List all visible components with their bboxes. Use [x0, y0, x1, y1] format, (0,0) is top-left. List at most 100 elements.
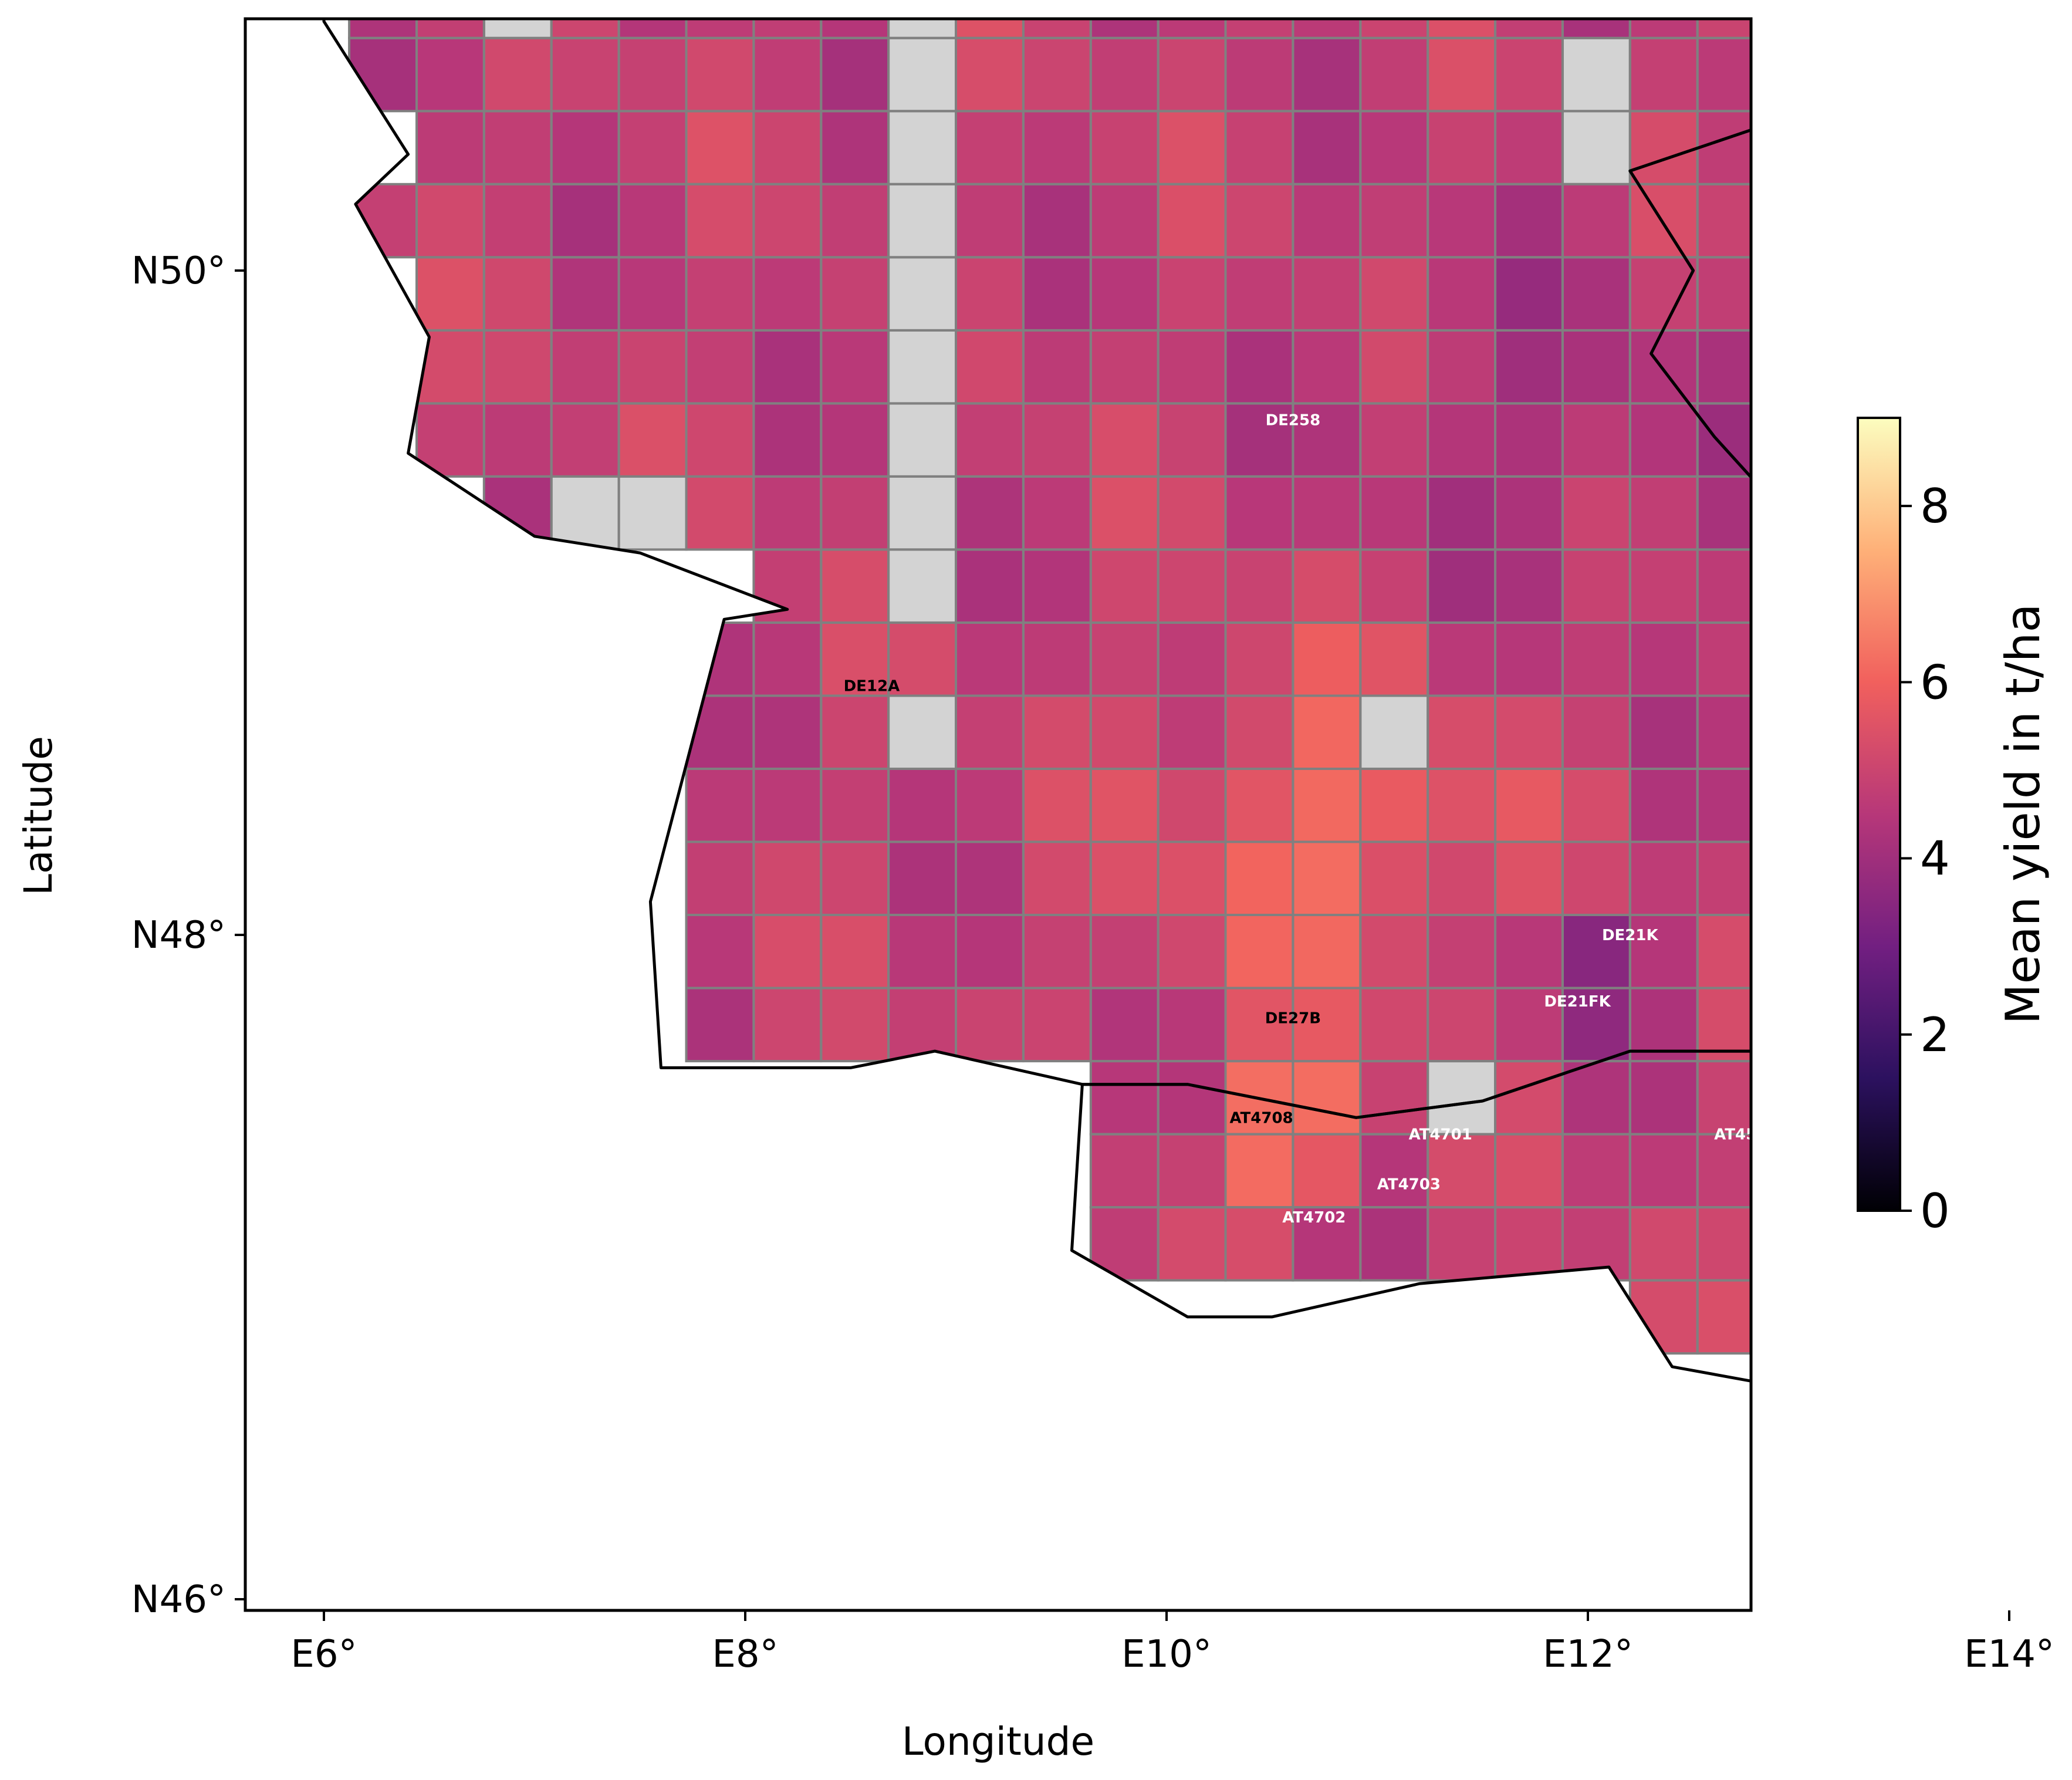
region-cell	[1428, 257, 1496, 331]
region-cell	[1158, 330, 1226, 404]
region-cell	[888, 257, 956, 331]
region-boundary	[1832, 0, 1899, 38]
region-cell	[1697, 1280, 1751, 1355]
region-boundary	[1967, 330, 2034, 404]
region-cell	[1765, 623, 1833, 697]
region-cell	[1495, 842, 1563, 916]
x-tick-label: E10°	[1121, 1633, 1212, 1676]
region-cell	[1428, 19, 1496, 39]
region-cell	[956, 695, 1024, 769]
region-label: AT4708	[1229, 1109, 1293, 1127]
region-cell	[1023, 111, 1091, 185]
region-cell	[1158, 476, 1226, 550]
region-cell	[1293, 1061, 1361, 1135]
region-cell	[1495, 476, 1563, 550]
country-borders	[322, 19, 1751, 1383]
region-cell	[1630, 915, 1698, 989]
region-cell	[2034, 477, 2072, 550]
region-cell	[1293, 330, 1361, 404]
region-cell	[1967, 1353, 2035, 1427]
region-cell	[1495, 38, 1563, 112]
region-cell	[1360, 38, 1429, 112]
region-cell	[753, 403, 822, 477]
region-boundary	[1561, 19, 1631, 39]
region-cell	[821, 915, 890, 989]
x-tick-label: E8°	[712, 1633, 778, 1676]
region-cell	[956, 111, 1024, 185]
x-tick-label: E14°	[1964, 1633, 2054, 1676]
region-cell	[956, 403, 1024, 477]
region-cell	[1090, 549, 1159, 623]
region-cell	[821, 330, 890, 404]
region-label: DE21K	[1602, 927, 1659, 944]
region-cell	[1899, 1061, 1968, 1135]
region-boundary	[415, 19, 485, 39]
region-cell	[2034, 1353, 2072, 1427]
region-boundary	[1967, 184, 2034, 258]
region-cell	[956, 623, 1024, 697]
region-cell	[1225, 184, 1294, 258]
region-cell	[1562, 19, 1631, 39]
region-labels: DE94CDEA1FDE405DE40ADE40EDE40HDE406DE40G…	[844, 412, 1777, 1227]
region-cell	[551, 111, 620, 185]
region-cell	[1697, 476, 1751, 550]
region-cell	[1562, 988, 1631, 1062]
region-boundary	[1899, 184, 1967, 258]
region-cell	[1765, 1207, 1833, 1281]
region-boundary	[1899, 1281, 1967, 1354]
region-cell	[1495, 549, 1563, 623]
region-cell	[1697, 915, 1751, 989]
region-cell	[753, 769, 822, 843]
region-boundary	[1765, 1061, 1833, 1134]
region-cell	[2034, 403, 2072, 477]
region-cell	[1090, 1134, 1159, 1208]
map-layer: DE94CDEA1FDE405DE40ADE40EDE40HDE406DE40G…	[322, 0, 2072, 1427]
region-boundary	[1359, 19, 1429, 39]
colorbar-tick-label: 8	[1920, 479, 1950, 533]
region-cell	[1630, 19, 1698, 39]
region-cell	[1428, 38, 1496, 112]
region-cell	[1832, 0, 1900, 39]
region-cell	[417, 38, 485, 112]
region-cell	[1697, 1061, 1751, 1135]
region-cell	[1765, 111, 1833, 184]
region-boundary	[1967, 1061, 2034, 1134]
region-cell	[1967, 403, 2035, 477]
region-cell	[1899, 38, 1968, 112]
region-cell	[1293, 257, 1361, 331]
region-boundary	[1899, 0, 1967, 38]
region-cell	[551, 19, 620, 39]
region-cell	[1562, 842, 1631, 916]
region-cell	[753, 988, 822, 1062]
region-cell	[1225, 695, 1294, 769]
region-boundary	[1765, 549, 1833, 623]
region-cell	[1293, 1207, 1361, 1281]
region-cell	[1562, 330, 1631, 404]
region-cell	[1360, 1134, 1429, 1208]
region-cell	[551, 476, 620, 550]
region-boundary	[1765, 915, 1833, 988]
region-cell	[1158, 111, 1226, 185]
region-cell	[1428, 476, 1496, 550]
region-cell	[1495, 623, 1563, 697]
region-cell	[686, 476, 755, 550]
region-cell	[1023, 769, 1091, 843]
region-boundary	[1967, 1134, 2034, 1208]
region-label: AT4506	[1714, 1126, 1777, 1144]
region-cell	[1090, 330, 1159, 404]
region-cell	[1225, 988, 1294, 1062]
colorbar-tick-label: 4	[1920, 832, 1950, 886]
region-boundary	[2034, 403, 2072, 477]
region-cell	[1023, 403, 1091, 477]
region-cell	[888, 19, 956, 39]
region-cell	[1360, 403, 1429, 477]
region-boundary	[1832, 1353, 1899, 1427]
y-tick-label: N50°	[131, 249, 226, 293]
region-cell	[1697, 549, 1751, 623]
region-cell	[1562, 623, 1631, 697]
region-cell	[1023, 257, 1091, 331]
region-label: DE27B	[1265, 1010, 1321, 1028]
region-boundary	[1765, 330, 1833, 404]
region-cell	[1428, 1134, 1496, 1208]
region-cell	[1428, 769, 1496, 843]
